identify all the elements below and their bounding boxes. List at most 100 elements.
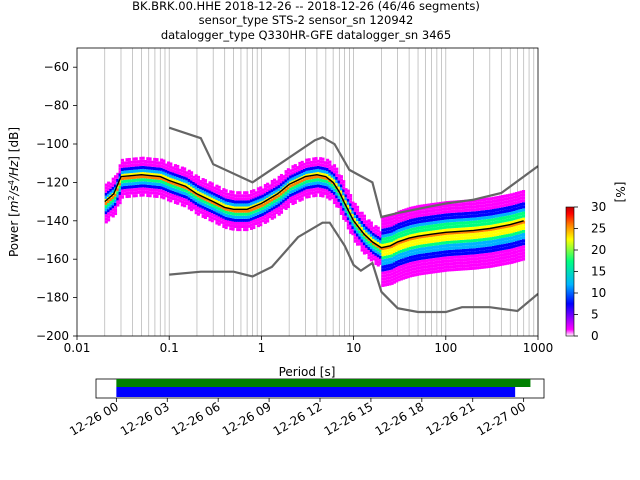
heat-cell xyxy=(425,231,429,235)
heat-cell xyxy=(116,175,120,179)
heat-cell xyxy=(233,209,237,213)
heat-cell xyxy=(321,191,325,195)
heat-cell xyxy=(289,200,293,204)
heat-cell xyxy=(351,219,355,223)
heat-cell xyxy=(519,202,523,206)
heat-cell xyxy=(385,224,390,228)
heat-cell xyxy=(247,197,251,201)
heat-cell xyxy=(385,218,390,222)
heat-cell xyxy=(109,188,113,192)
heat-cell xyxy=(519,193,523,197)
heat-cell xyxy=(111,183,115,187)
heat-cell xyxy=(326,186,330,190)
heat-cell xyxy=(485,219,489,223)
heat-cell xyxy=(445,240,449,244)
heat-cell xyxy=(372,254,376,258)
heat-cell xyxy=(379,237,383,241)
heat-cell xyxy=(487,231,491,235)
heat-cell xyxy=(155,167,159,171)
heat-cell xyxy=(282,193,286,197)
heat-cell xyxy=(139,187,143,191)
heat-cell xyxy=(519,199,523,203)
heat-cell xyxy=(314,190,318,194)
heat-cell xyxy=(247,209,251,213)
heat-cell xyxy=(254,209,258,213)
heat-cell xyxy=(296,184,300,188)
heat-cell xyxy=(199,192,203,196)
heat-cell xyxy=(517,258,521,262)
heat-cell xyxy=(229,221,233,225)
heat-cell xyxy=(185,174,189,178)
heat-cell xyxy=(517,215,521,219)
heat-cell xyxy=(399,259,403,263)
heat-cell xyxy=(238,203,242,207)
heat-cell xyxy=(462,236,466,240)
heat-cell xyxy=(155,194,159,198)
heat-cell xyxy=(183,179,187,183)
heat-cell xyxy=(432,261,436,265)
heat-cell xyxy=(411,215,415,219)
heat-cell xyxy=(127,188,131,192)
heat-cell xyxy=(199,207,203,211)
heat-cell xyxy=(441,241,445,245)
heat-cell xyxy=(450,268,454,272)
heat-cell xyxy=(420,219,424,223)
heat-cell xyxy=(515,250,519,254)
heat-cell xyxy=(224,219,228,223)
heat-cell xyxy=(252,198,256,202)
heat-cell xyxy=(201,178,205,182)
heat-cell xyxy=(180,169,184,173)
heat-cell xyxy=(355,239,360,243)
heat-cell xyxy=(459,267,463,271)
heat-cell xyxy=(293,182,297,186)
heat-cell xyxy=(505,215,509,219)
heat-cell xyxy=(139,166,143,170)
heat-cell xyxy=(392,222,396,226)
heat-cell xyxy=(203,216,207,220)
heat-cell xyxy=(505,231,509,235)
heat-cell xyxy=(496,232,500,236)
heat-cell xyxy=(515,222,519,226)
heat-cell xyxy=(383,240,387,244)
heat-cell xyxy=(521,190,526,194)
heat-cell xyxy=(498,259,503,263)
heat-cell xyxy=(351,229,355,233)
heat-cell xyxy=(445,259,449,263)
heat-cell xyxy=(466,218,470,222)
heat-cell xyxy=(475,244,479,248)
heat-cell xyxy=(450,216,454,220)
heat-cell xyxy=(178,168,182,172)
heat-cell xyxy=(429,209,433,213)
heat-cell xyxy=(480,250,484,254)
heat-cell xyxy=(406,241,410,245)
heat-cell xyxy=(300,173,304,177)
heat-cell xyxy=(362,226,367,230)
heat-cell xyxy=(111,189,115,193)
heat-cell xyxy=(392,234,396,238)
heat-cell xyxy=(150,166,154,170)
heat-cell xyxy=(146,172,150,176)
heat-cell xyxy=(342,192,346,196)
heat-cell xyxy=(420,269,424,273)
heat-cell xyxy=(436,266,440,270)
heat-cell xyxy=(494,217,498,221)
heat-cell xyxy=(395,224,399,228)
heat-cell xyxy=(441,256,445,260)
heat-cell xyxy=(494,220,498,224)
heat-cell xyxy=(153,179,157,183)
heat-cell xyxy=(381,268,385,272)
heat-cell xyxy=(344,191,348,195)
heat-cell xyxy=(351,201,355,205)
heat-cell xyxy=(146,166,150,170)
heat-cell xyxy=(510,217,514,221)
heat-cell xyxy=(332,197,337,201)
heat-cell xyxy=(478,229,482,233)
heat-cell xyxy=(187,178,191,182)
heat-cell xyxy=(358,211,362,215)
heat-cell xyxy=(360,239,364,243)
heat-cell xyxy=(487,265,491,269)
heat-cell xyxy=(475,260,479,264)
heat-cell xyxy=(402,242,406,246)
heat-cell xyxy=(259,192,263,196)
heat-cell xyxy=(252,226,256,230)
